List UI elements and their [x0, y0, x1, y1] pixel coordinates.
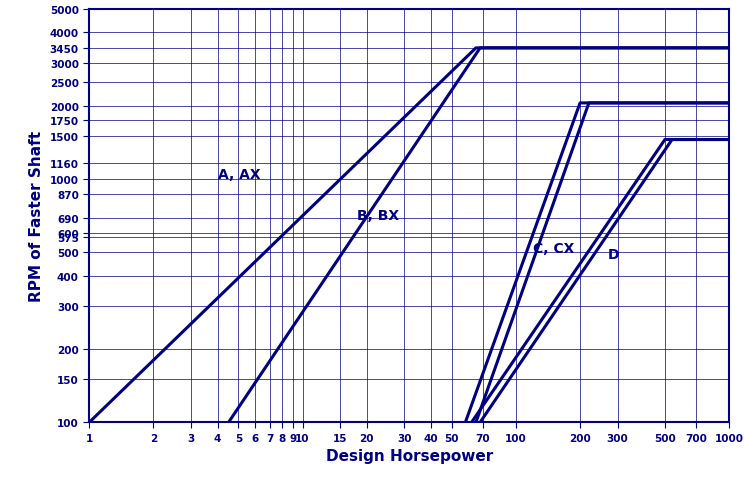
Text: C, CX: C, CX	[533, 241, 574, 255]
Text: A, AX: A, AX	[218, 168, 260, 181]
Y-axis label: RPM of Faster Shaft: RPM of Faster Shaft	[29, 131, 44, 301]
Text: D: D	[608, 248, 619, 262]
Text: B, BX: B, BX	[357, 209, 399, 223]
X-axis label: Design Horsepower: Design Horsepower	[326, 448, 493, 463]
